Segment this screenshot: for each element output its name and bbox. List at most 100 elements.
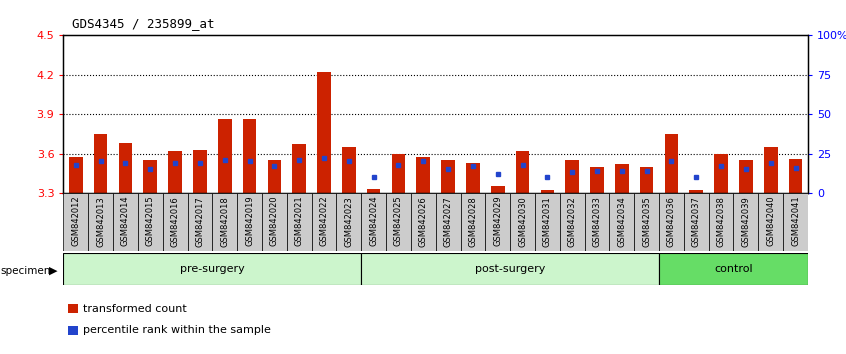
Bar [118,143,132,193]
Bar [188,193,212,251]
Text: GSM842032: GSM842032 [568,196,577,247]
Bar [411,193,436,251]
Bar [63,253,361,285]
Text: GSM842034: GSM842034 [618,196,626,247]
Text: GSM842031: GSM842031 [543,196,552,247]
Bar [585,193,609,251]
Bar [342,147,355,193]
Bar [615,164,629,193]
Text: specimen: specimen [1,266,52,276]
Bar [361,193,386,251]
Text: GSM842029: GSM842029 [493,196,503,246]
Text: GSM842036: GSM842036 [667,196,676,247]
Text: GSM842026: GSM842026 [419,196,428,247]
Text: GSM842039: GSM842039 [741,196,750,247]
Bar [113,193,138,251]
Bar [733,193,758,251]
Text: GSM842014: GSM842014 [121,196,130,246]
Bar [88,193,113,251]
Bar [243,119,256,193]
Text: GSM842017: GSM842017 [195,196,205,247]
Bar [287,193,311,251]
Text: GSM842025: GSM842025 [394,196,403,246]
Bar [609,193,634,251]
Bar [69,158,83,193]
Bar [788,159,802,193]
Bar [739,160,753,193]
Bar [783,193,808,251]
Bar [684,193,709,251]
Text: GSM842027: GSM842027 [443,196,453,247]
Text: GSM842033: GSM842033 [592,196,602,247]
Bar [144,160,157,193]
Text: pre-surgery: pre-surgery [180,264,244,274]
Bar [541,190,554,193]
Text: GSM842023: GSM842023 [344,196,354,247]
Bar [337,193,361,251]
Bar [460,193,486,251]
Text: GSM842030: GSM842030 [518,196,527,247]
Bar [386,193,411,251]
Bar [689,190,703,193]
Bar [138,193,162,251]
Bar [416,158,430,193]
Text: ▶: ▶ [49,266,58,276]
Bar [535,193,560,251]
Bar [442,160,455,193]
Text: GDS4345 / 235899_at: GDS4345 / 235899_at [72,17,214,30]
Text: GSM842016: GSM842016 [171,196,179,247]
Bar [714,154,728,193]
Text: GSM842019: GSM842019 [245,196,254,246]
Text: GSM842013: GSM842013 [96,196,105,247]
Text: transformed count: transformed count [83,304,187,314]
Text: GSM842040: GSM842040 [766,196,775,246]
Bar [94,134,107,193]
Bar [267,160,281,193]
Bar [709,193,733,251]
Bar [591,167,604,193]
Text: GSM842024: GSM842024 [369,196,378,246]
Bar [212,193,237,251]
Bar [516,151,530,193]
Bar [486,193,510,251]
Text: GSM842035: GSM842035 [642,196,651,247]
Bar [510,193,535,251]
Text: GSM842038: GSM842038 [717,196,726,247]
Bar [436,193,460,251]
Text: GSM842018: GSM842018 [220,196,229,247]
Text: GSM842015: GSM842015 [146,196,155,246]
Bar [764,147,777,193]
Bar [659,253,808,285]
Bar [162,193,188,251]
Bar [193,150,206,193]
Text: GSM842021: GSM842021 [294,196,304,246]
Text: percentile rank within the sample: percentile rank within the sample [83,325,271,335]
Text: control: control [714,264,753,274]
Bar [317,72,331,193]
Bar [640,167,653,193]
Bar [665,134,678,193]
Bar [466,163,480,193]
Text: GSM842020: GSM842020 [270,196,279,246]
Text: GSM842012: GSM842012 [71,196,80,246]
Bar [361,253,659,285]
Text: post-surgery: post-surgery [475,264,546,274]
Bar [63,193,88,251]
Bar [659,193,684,251]
Text: GSM842037: GSM842037 [692,196,700,247]
Text: GSM842028: GSM842028 [469,196,477,247]
Bar [392,154,405,193]
Bar [293,144,306,193]
Bar [367,189,381,193]
Bar [262,193,287,251]
Bar [565,160,579,193]
Bar [560,193,585,251]
Bar [311,193,337,251]
Bar [237,193,262,251]
Bar [634,193,659,251]
Text: GSM842041: GSM842041 [791,196,800,246]
Bar [168,151,182,193]
Bar [491,186,504,193]
Bar [218,119,232,193]
Bar [758,193,783,251]
